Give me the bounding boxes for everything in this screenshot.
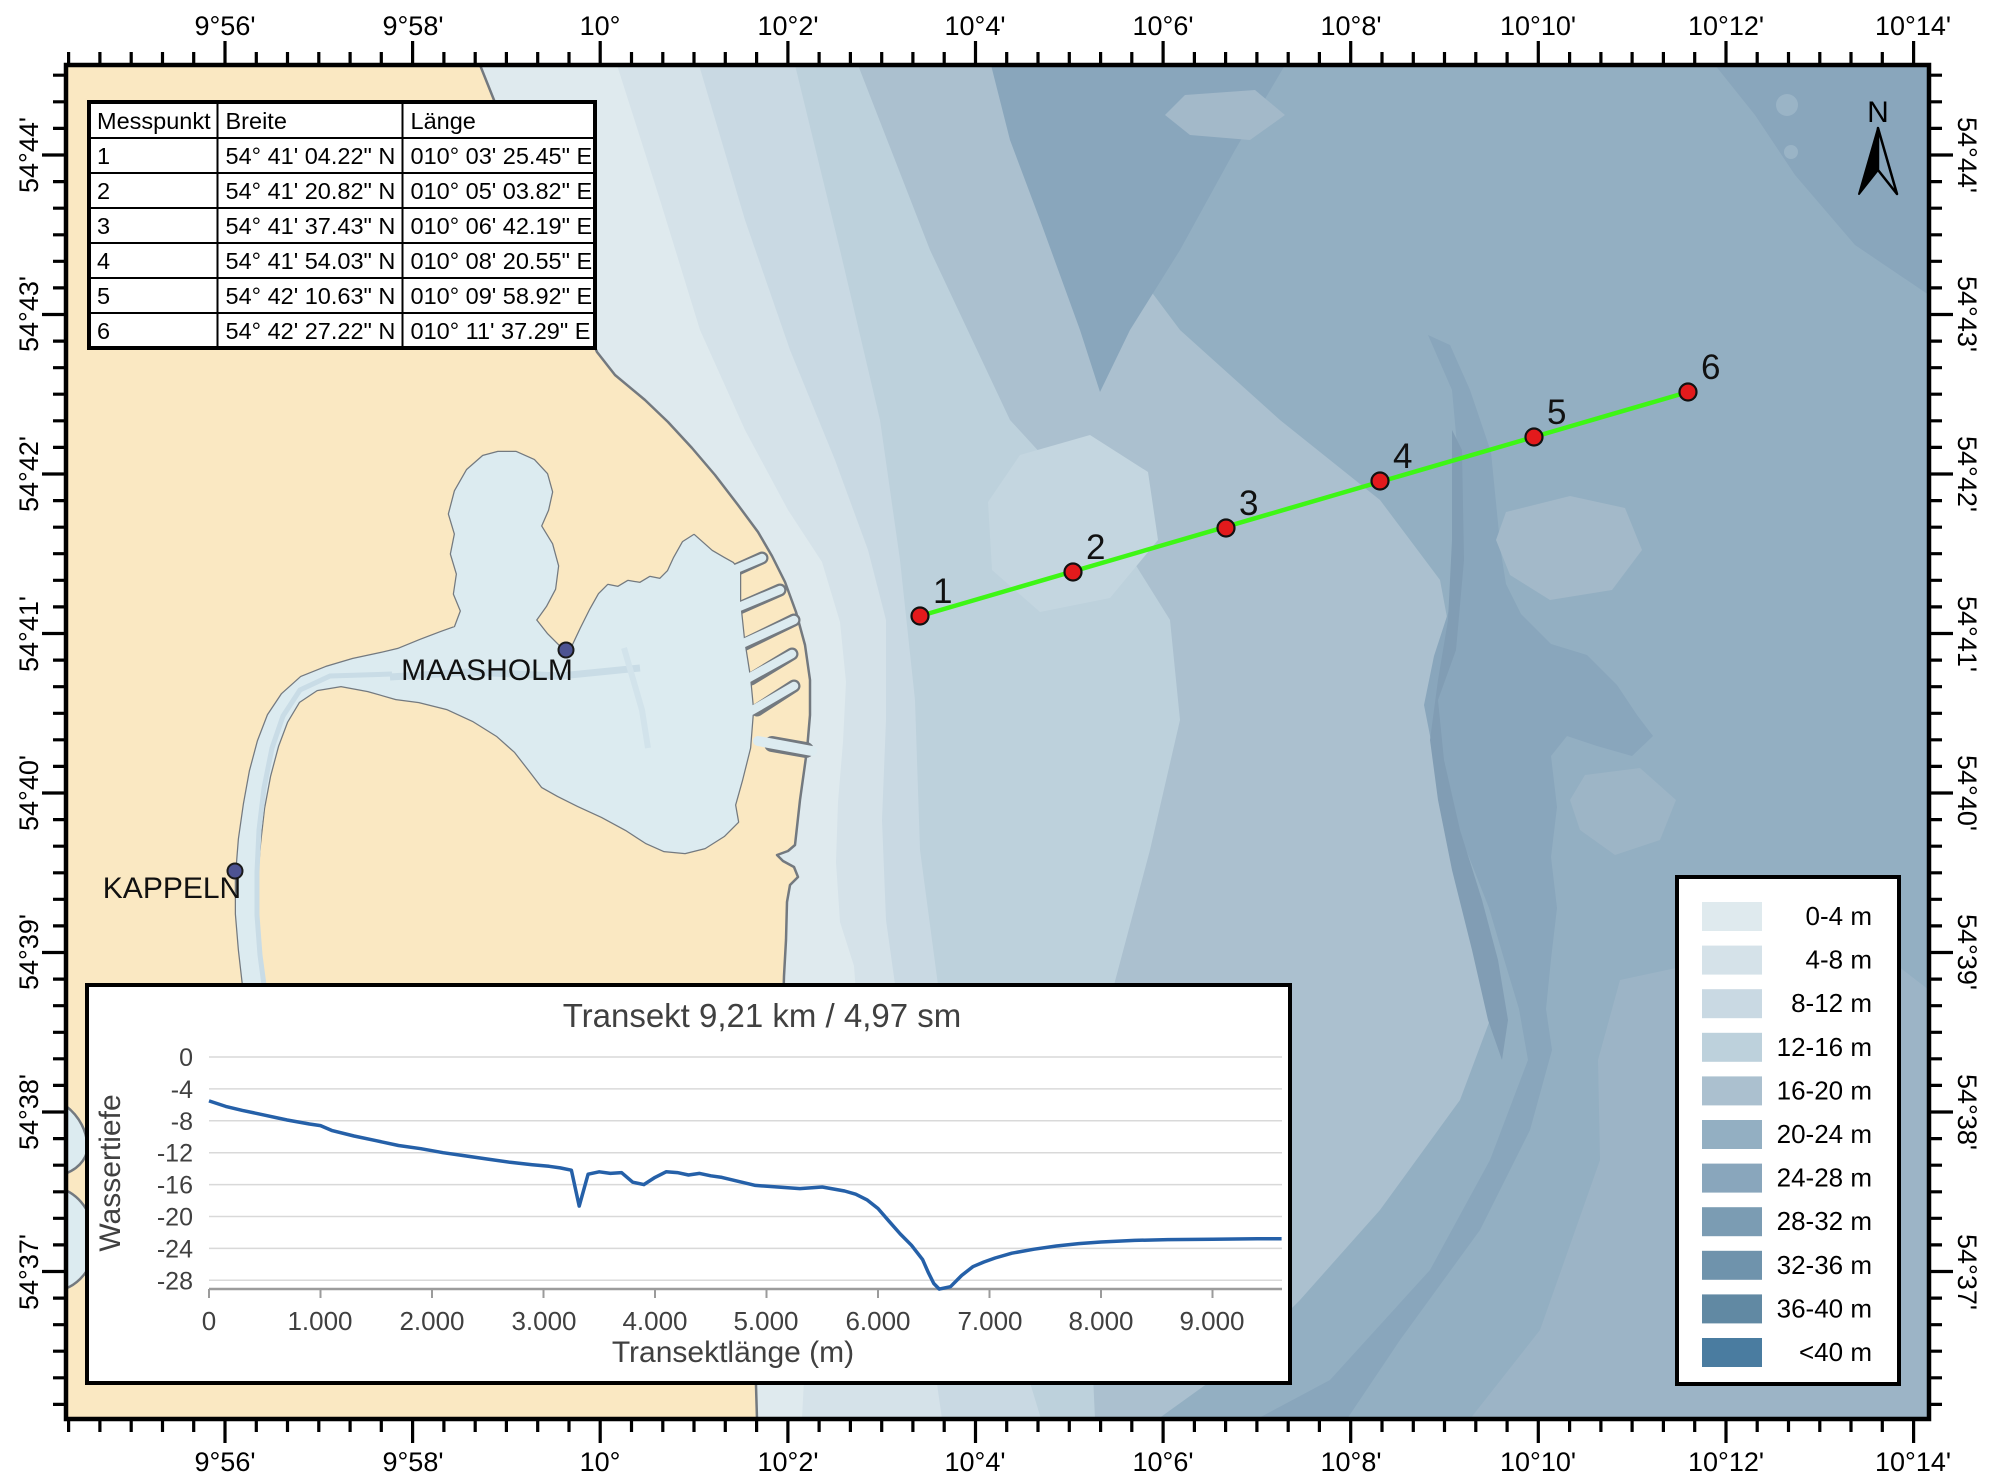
svg-text:Wassertiefe: Wassertiefe [94,1094,127,1251]
svg-text:6: 6 [1701,348,1720,387]
svg-text:1: 1 [97,143,110,169]
svg-text:10°10': 10°10' [1500,11,1576,41]
svg-text:Breite: Breite [226,108,287,134]
svg-text:0: 0 [202,1306,216,1336]
svg-text:54°42': 54°42' [1952,436,1982,512]
svg-text:0-4 m: 0-4 m [1806,901,1872,931]
svg-text:2: 2 [97,178,110,204]
svg-text:010° 05' 03.82" E: 010° 05' 03.82" E [411,178,593,204]
svg-text:28-32 m: 28-32 m [1777,1206,1872,1236]
svg-text:-24: -24 [157,1235,193,1263]
svg-text:1.000: 1.000 [287,1306,352,1336]
svg-text:3: 3 [97,213,110,239]
svg-text:32-36 m: 32-36 m [1777,1250,1872,1280]
svg-text:6: 6 [97,318,110,344]
svg-text:54°43': 54°43' [14,276,44,352]
svg-text:5: 5 [97,283,110,309]
svg-text:-20: -20 [157,1204,193,1232]
svg-text:54°39': 54°39' [1952,914,1982,990]
svg-text:54°44': 54°44' [14,117,44,193]
svg-text:-12: -12 [157,1140,193,1168]
svg-text:10°12': 10°12' [1688,11,1764,41]
svg-text:5: 5 [1547,393,1566,432]
svg-text:10°: 10° [580,11,621,41]
svg-text:54° 42' 10.63" N: 54° 42' 10.63" N [226,283,396,309]
svg-text:9°56': 9°56' [194,1447,255,1477]
svg-text:54°38': 54°38' [1952,1074,1982,1150]
svg-text:54°38': 54°38' [14,1074,44,1150]
svg-text:54°40': 54°40' [1952,755,1982,831]
svg-text:54° 42' 27.22" N: 54° 42' 27.22" N [226,318,396,344]
svg-text:8.000: 8.000 [1068,1306,1133,1336]
svg-text:2: 2 [1086,528,1105,567]
svg-text:54° 41' 04.22" N: 54° 41' 04.22" N [226,143,396,169]
svg-text:10°12': 10°12' [1688,1447,1764,1477]
svg-text:2.000: 2.000 [399,1306,464,1336]
svg-text:010° 08' 20.55" E: 010° 08' 20.55" E [411,248,593,274]
svg-text:54°39': 54°39' [14,914,44,990]
svg-text:10°6': 10°6' [1132,1447,1193,1477]
svg-text:4: 4 [1393,437,1412,476]
svg-text:8-12 m: 8-12 m [1791,988,1872,1018]
svg-text:010° 09' 58.92" E: 010° 09' 58.92" E [411,283,593,309]
svg-text:10°10': 10°10' [1500,1447,1576,1477]
svg-text:-16: -16 [157,1172,193,1200]
svg-text:54°43': 54°43' [1952,276,1982,352]
svg-text:9°58': 9°58' [382,1447,443,1477]
svg-text:3: 3 [1239,484,1258,523]
svg-text:20-24 m: 20-24 m [1777,1119,1872,1149]
svg-text:16-20 m: 16-20 m [1777,1075,1872,1105]
svg-text:54°42': 54°42' [14,436,44,512]
svg-text:1: 1 [933,572,952,611]
svg-text:6.000: 6.000 [845,1306,910,1336]
svg-text:10°4': 10°4' [944,1447,1005,1477]
svg-text:10°6': 10°6' [1132,11,1193,41]
svg-text:54°40': 54°40' [14,755,44,831]
svg-text:10°14': 10°14' [1875,11,1951,41]
svg-text:Transektlänge (m): Transektlänge (m) [612,1336,854,1369]
svg-text:10°2': 10°2' [757,11,818,41]
svg-text:10°8': 10°8' [1320,1447,1381,1477]
svg-text:N: N [1867,96,1889,129]
svg-text:54° 41' 54.03" N: 54° 41' 54.03" N [226,248,396,274]
svg-text:Länge: Länge [411,108,476,134]
svg-text:KAPPELN: KAPPELN [103,872,241,905]
svg-text:36-40 m: 36-40 m [1777,1293,1872,1323]
svg-text:10°4': 10°4' [944,11,1005,41]
svg-text:3.000: 3.000 [511,1306,576,1336]
svg-text:9°58': 9°58' [382,11,443,41]
svg-text:MAASHOLM: MAASHOLM [401,654,573,687]
svg-text:0: 0 [179,1044,193,1072]
svg-text:5.000: 5.000 [733,1306,798,1336]
svg-text:4-8 m: 4-8 m [1806,945,1872,975]
svg-text:-4: -4 [171,1076,193,1104]
svg-text:Transekt 9,21 km / 4,97 sm: Transekt 9,21 km / 4,97 sm [563,997,962,1034]
svg-text:54°37': 54°37' [1952,1234,1982,1310]
svg-text:010° 03' 25.45" E: 010° 03' 25.45" E [411,143,593,169]
svg-text:24-28 m: 24-28 m [1777,1163,1872,1193]
svg-text:010° 06' 42.19" E: 010° 06' 42.19" E [411,213,593,239]
svg-text:54° 41' 37.43" N: 54° 41' 37.43" N [226,213,396,239]
svg-text:9.000: 9.000 [1179,1306,1244,1336]
svg-text:010° 11' 37.29" E: 010° 11' 37.29" E [411,318,591,344]
svg-text:-28: -28 [157,1267,193,1295]
svg-text:54°44': 54°44' [1952,117,1982,193]
svg-text:9°56': 9°56' [194,11,255,41]
svg-text:12-16 m: 12-16 m [1777,1032,1872,1062]
svg-text:10°14': 10°14' [1875,1447,1951,1477]
svg-text:54°41': 54°41' [1952,596,1982,672]
svg-text:10°2': 10°2' [757,1447,818,1477]
svg-text:Messpunkt: Messpunkt [97,108,211,134]
svg-text:-8: -8 [171,1108,193,1136]
svg-text:10°8': 10°8' [1320,11,1381,41]
svg-text:4.000: 4.000 [622,1306,687,1336]
svg-text:10°: 10° [580,1447,621,1477]
svg-text:4: 4 [97,248,110,274]
svg-text:7.000: 7.000 [957,1306,1022,1336]
svg-text:54°41': 54°41' [14,596,44,672]
svg-text:54° 41' 20.82" N: 54° 41' 20.82" N [226,178,396,204]
svg-text:54°37': 54°37' [14,1234,44,1310]
svg-text:<40 m: <40 m [1799,1337,1872,1367]
